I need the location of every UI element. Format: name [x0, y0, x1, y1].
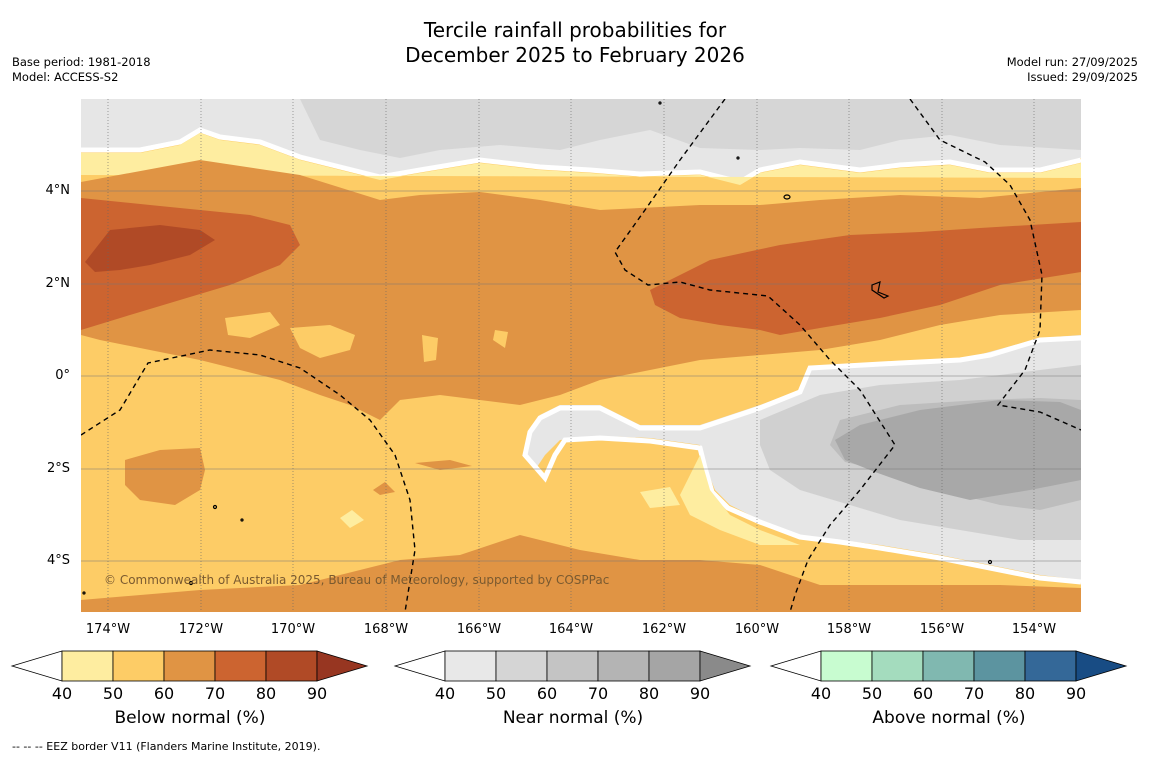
cbar-below-tick: 90 [306, 684, 328, 703]
lon-label-172w: 172°W [178, 622, 224, 637]
below-50-patch [640, 487, 680, 508]
cbar-above-tick: 90 [1065, 684, 1087, 703]
below-60-patch-4 [493, 330, 508, 348]
below-70-small-2 [373, 482, 395, 495]
lon-label-156w: 156°W [919, 622, 965, 637]
run-info: Model run: 27/09/2025 Issued: 29/09/2025 [1007, 55, 1138, 85]
lon-label-158w: 158°W [826, 622, 872, 637]
cbar-below-tick: 40 [51, 684, 73, 703]
map-field [81, 99, 1081, 612]
cbar-above-tick: 60 [912, 684, 934, 703]
cbar-near-tick: 80 [638, 684, 660, 703]
lon-label-164w: 164°W [548, 622, 594, 637]
cbar-near-tick: 40 [434, 684, 456, 703]
base-period: Base period: 1981-2018 [12, 55, 151, 69]
model-info: Base period: 1981-2018 Model: ACCESS-S2 [12, 55, 151, 85]
below-70-south-band [81, 535, 1081, 612]
cbar-above-title: Above normal (%) [872, 708, 1026, 728]
lat-label-2n: 2°N [45, 276, 71, 291]
copyright-notice: © Commonwealth of Australia 2025, Bureau… [104, 573, 610, 587]
lon-label-154w: 154°W [1011, 622, 1057, 637]
lat-label-0: 0° [55, 368, 70, 383]
colorbar-below [10, 650, 369, 682]
islands [82, 101, 993, 595]
title-line-2: December 2025 to February 2026 [405, 43, 745, 67]
cbar-below-title: Below normal (%) [114, 708, 266, 728]
cbar-above-tick: 50 [861, 684, 883, 703]
below-60-patch-2 [290, 325, 355, 358]
near-normal-south-90 [835, 400, 1081, 500]
cbar-near-tick: 90 [689, 684, 711, 703]
below-70-small-1 [415, 460, 472, 470]
lon-label-166w: 166°W [456, 622, 502, 637]
grid-lines-lat [81, 190, 1081, 562]
issued-date: Issued: 29/09/2025 [1027, 70, 1138, 84]
model-name: Model: ACCESS-S2 [12, 70, 119, 84]
below-90-west-core [85, 225, 215, 272]
model-run: Model run: 27/09/2025 [1006, 55, 1138, 69]
eez-borders [81, 99, 1081, 612]
cbar-near-tick: 50 [485, 684, 507, 703]
cbar-near-tick: 60 [536, 684, 558, 703]
below-80-east [650, 222, 1081, 335]
lon-label-170w: 170°W [270, 622, 316, 637]
cbar-above-tick: 80 [1014, 684, 1036, 703]
cbar-near-title: Near normal (%) [502, 708, 644, 728]
cbar-below-tick: 50 [102, 684, 124, 703]
cbar-below-tick: 60 [153, 684, 175, 703]
eez-footnote: -- -- -- EEZ border V11 (Flanders Marine… [12, 740, 321, 753]
below-50-north-band [81, 133, 1081, 185]
cbar-above-tick: 70 [963, 684, 985, 703]
below-70-sw-patch [125, 448, 205, 505]
near-normal-north-inner [300, 99, 1081, 158]
lat-label-2s: 2°S [46, 461, 70, 476]
lat-label-4n: 4°N [45, 183, 71, 198]
lon-label-168w: 168°W [363, 622, 409, 637]
cbar-near-tick: 70 [587, 684, 609, 703]
south-boundary [522, 335, 1081, 585]
lat-label-4s: 4°S [46, 553, 70, 568]
below-50-patch-2 [340, 510, 364, 528]
below-60-patch-1 [225, 312, 280, 338]
map-title: Tercile rainfall probabilities for Decem… [0, 18, 1150, 68]
title-line-1: Tercile rainfall probabilities for [423, 18, 727, 42]
colorbar-near [393, 650, 752, 682]
cbar-above-tick: 40 [810, 684, 832, 703]
lon-label-174w: 174°W [85, 622, 131, 637]
north-boundary [81, 127, 1081, 185]
cbar-below-tick: 80 [255, 684, 277, 703]
below-60-patch-3 [422, 335, 438, 362]
lon-label-162w: 162°W [641, 622, 687, 637]
below-50-south-band [680, 455, 800, 545]
colorbar-above [769, 650, 1128, 682]
lon-label-160w: 160°W [734, 622, 780, 637]
cbar-below-tick: 70 [204, 684, 226, 703]
